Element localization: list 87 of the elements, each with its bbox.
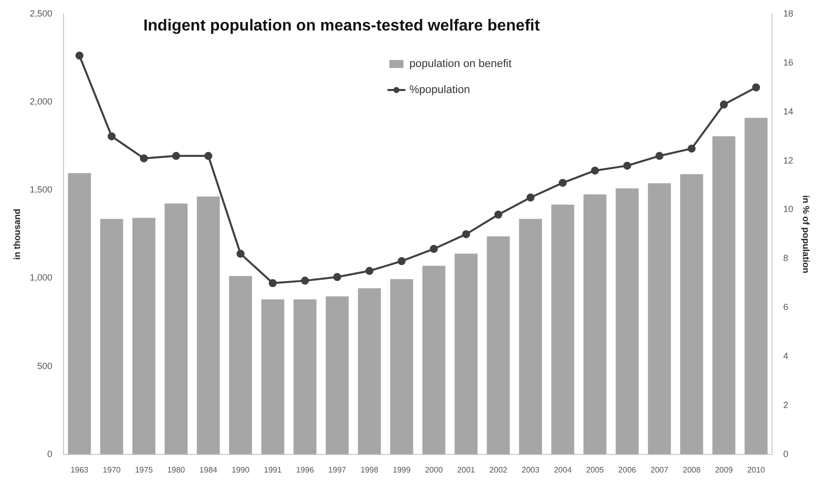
- bar: [261, 299, 284, 454]
- bar: [648, 183, 671, 454]
- point: [623, 162, 632, 170]
- point: [172, 152, 180, 160]
- y2-tick-label: 4: [783, 351, 788, 362]
- x-tick-label: 1984: [199, 465, 218, 474]
- x-tick-label: 1999: [392, 465, 412, 474]
- point: [655, 152, 664, 160]
- point: [494, 210, 502, 219]
- x-tick-label: 2009: [714, 465, 734, 474]
- x-tick-label: 1996: [296, 465, 314, 474]
- y2-tick-label: 16: [783, 57, 794, 68]
- point: [236, 250, 245, 258]
- bar: [164, 204, 188, 454]
- x-tick-label: 2006: [618, 465, 637, 474]
- y2-tick-label: 18: [783, 8, 794, 18]
- bar: [486, 236, 510, 454]
- bar: [390, 279, 414, 454]
- y2-tick-label: 6: [783, 302, 788, 312]
- x-tick-label: 1980: [167, 465, 186, 474]
- y-tick-label: 1,500: [30, 184, 52, 195]
- point: [268, 279, 277, 288]
- x-tick-label: 2010: [747, 465, 766, 474]
- point: [720, 100, 728, 109]
- y-tick-label: 1,000: [30, 272, 52, 283]
- bar: [454, 254, 478, 454]
- chart-title: Indigent population on means-tested welfare benefit: [143, 17, 540, 34]
- y-tick-label: 0: [47, 448, 52, 459]
- x-tick-label: 1991: [264, 465, 282, 474]
- point: [558, 178, 567, 187]
- bar: [326, 296, 349, 454]
- x-tick-label: 1963: [70, 465, 89, 474]
- point: [462, 230, 470, 238]
- bar: [712, 136, 736, 454]
- point: [590, 166, 599, 175]
- x-tick-label: 1997: [328, 465, 347, 474]
- y2-axis-title: in % of population: [801, 195, 812, 274]
- point: [526, 194, 535, 202]
- y2-tick-label: 8: [783, 253, 788, 264]
- x-tick-label: 2007: [650, 465, 669, 474]
- bar: [519, 218, 542, 454]
- point: [430, 244, 438, 253]
- point: [75, 52, 84, 60]
- bar: [422, 266, 446, 454]
- x-tick-label: 2003: [522, 465, 540, 474]
- point: [333, 273, 342, 282]
- point: [204, 152, 212, 160]
- x-tick-label: 1990: [232, 465, 250, 474]
- x-tick-label: 1998: [360, 465, 379, 474]
- y-tick-label: 500: [37, 360, 52, 371]
- y-tick-label: 2,000: [30, 96, 52, 107]
- y2-tick-label: 10: [783, 204, 794, 214]
- bar: [100, 218, 124, 454]
- point: [398, 257, 406, 266]
- legend-label: population on benefit: [409, 58, 512, 70]
- bar: [229, 276, 252, 454]
- x-tick-label: 2008: [682, 465, 702, 474]
- x-tick-label: 2004: [554, 465, 572, 474]
- bar: [68, 173, 91, 454]
- point: [752, 83, 760, 92]
- y2-tick-label: 2: [783, 400, 788, 410]
- point: [300, 276, 309, 285]
- point: [365, 266, 374, 275]
- y2-tick-label: 0: [783, 448, 788, 459]
- bar: [680, 174, 704, 454]
- point: [108, 132, 116, 140]
- bar: [744, 118, 768, 454]
- bar: [358, 288, 381, 454]
- bar: [551, 204, 574, 454]
- x-tick-label: 2001: [457, 465, 476, 474]
- x-tick-label: 1975: [134, 465, 154, 474]
- point: [140, 154, 148, 162]
- bar: [132, 218, 156, 454]
- y-tick-label: 2,500: [30, 8, 52, 18]
- bar: [583, 194, 606, 454]
- x-tick-label: 2002: [489, 465, 508, 474]
- x-tick-label: 2005: [586, 465, 604, 474]
- bar: [294, 299, 316, 454]
- bar: [196, 196, 220, 454]
- bar: [616, 188, 639, 454]
- x-tick-label: 2000: [424, 465, 444, 474]
- y2-tick-label: 14: [783, 106, 794, 116]
- point: [688, 144, 696, 153]
- legend-label: %population: [409, 84, 470, 96]
- y-axis-title: in thousand: [12, 208, 22, 260]
- x-tick-label: 1970: [102, 465, 122, 474]
- y2-tick-label: 12: [783, 155, 794, 166]
